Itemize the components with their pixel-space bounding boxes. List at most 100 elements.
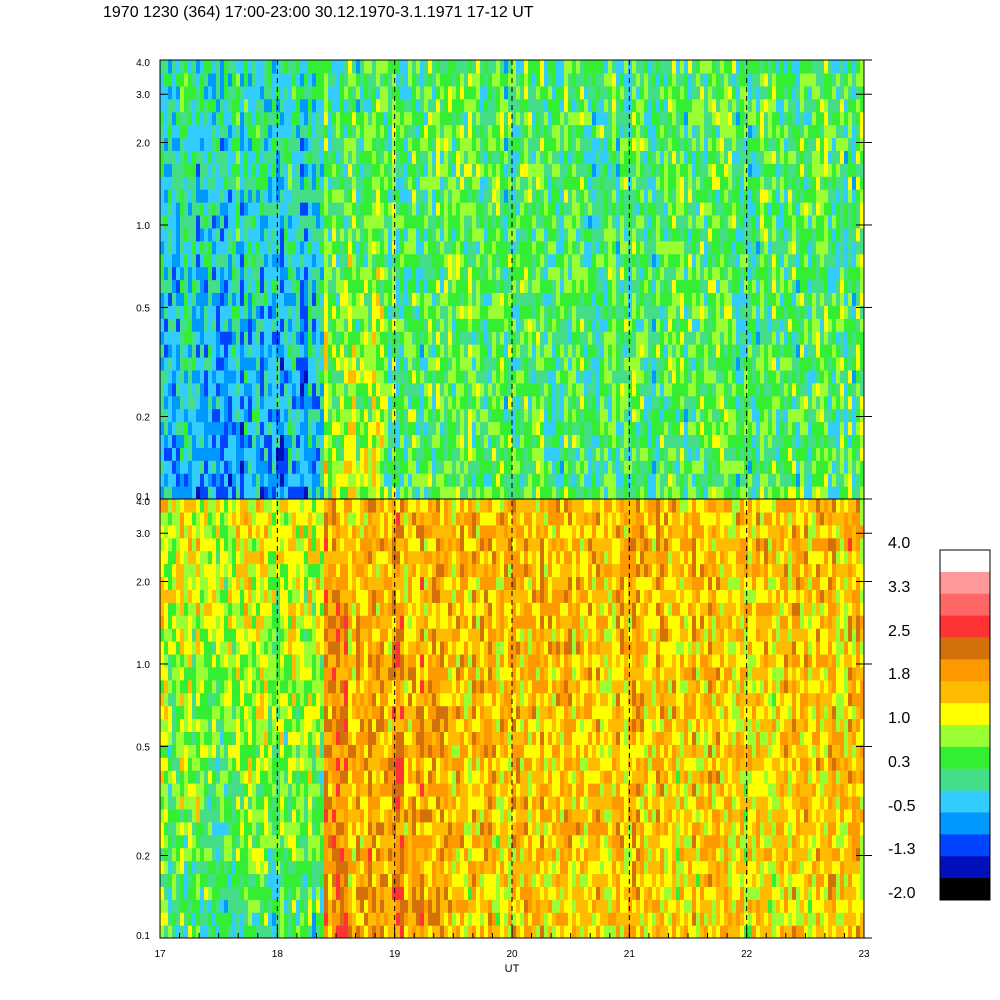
spectrogram-cell — [404, 150, 409, 164]
spectrogram-cell — [664, 344, 669, 358]
spectrogram-cell — [580, 72, 585, 87]
spectrogram-cell — [428, 382, 433, 397]
spectrogram-cell — [708, 72, 713, 87]
spectrogram-cell — [484, 98, 489, 113]
spectrogram-cell — [304, 214, 309, 229]
spectrogram-cell — [480, 460, 485, 474]
spectrogram-cell — [512, 60, 517, 74]
spectrogram-cell — [424, 124, 429, 139]
spectrogram-cell — [184, 421, 189, 436]
spectrogram-cell — [252, 486, 257, 499]
spectrogram-cell — [732, 176, 737, 190]
spectrogram-cell — [264, 382, 269, 397]
spectrogram-cell — [228, 137, 233, 151]
spectrogram-cell — [184, 85, 189, 100]
spectrogram-cell — [456, 421, 461, 436]
spectrogram-cell — [712, 356, 717, 371]
spectrogram-cell — [740, 124, 745, 139]
spectrogram-cell — [464, 111, 469, 126]
spectrogram-cell — [440, 98, 445, 113]
spectrogram-cell — [608, 98, 613, 113]
spectrogram-cell — [536, 214, 541, 229]
spectrogram-cell — [552, 240, 557, 255]
spectrogram-cell — [284, 150, 289, 164]
spectrogram-cell — [352, 124, 357, 139]
spectrogram-cell — [524, 369, 529, 384]
spectrogram-cell — [340, 408, 345, 423]
spectrogram-cell — [560, 473, 565, 487]
spectrogram-cell — [568, 318, 573, 332]
spectrogram-cell — [504, 137, 509, 151]
spectrogram-cell — [220, 356, 225, 371]
spectrogram-cell — [344, 279, 349, 294]
spectrogram-cell — [448, 434, 453, 448]
spectrogram-cell — [448, 72, 453, 87]
spectrogram-cell — [532, 473, 537, 487]
spectrogram-cell — [344, 460, 349, 474]
spectrogram-cell — [468, 111, 473, 126]
spectrogram-cell — [252, 382, 257, 397]
spectrogram-cell — [588, 176, 593, 190]
spectrogram-cell — [272, 163, 277, 177]
spectrogram-cell — [292, 150, 297, 164]
spectrogram-cell — [300, 344, 305, 358]
spectrogram-cell — [416, 189, 421, 203]
spectrogram-cell — [728, 421, 733, 436]
spectrogram-cell — [496, 279, 501, 294]
spectrogram-cell — [556, 292, 561, 306]
spectrogram-cell — [604, 240, 609, 255]
spectrogram-cell — [500, 344, 505, 358]
spectrogram-cell — [244, 266, 249, 281]
spectrogram-cell — [208, 395, 213, 410]
spectrogram-cell — [212, 421, 217, 436]
spectrogram-cell — [652, 240, 657, 255]
spectrogram-cell — [160, 382, 165, 397]
spectrogram-cell — [280, 434, 285, 448]
spectrogram-cell — [332, 434, 337, 448]
spectrogram-cell — [652, 124, 657, 139]
spectrogram-cell — [512, 305, 517, 319]
spectrogram-cell — [560, 202, 565, 216]
spectrogram-cell — [252, 460, 257, 474]
spectrogram-cell — [640, 434, 645, 448]
spectrogram-cell — [324, 318, 329, 332]
spectrogram-cell — [304, 486, 309, 499]
spectrogram-cell — [460, 305, 465, 319]
spectrogram-cell — [724, 460, 729, 474]
spectrogram-cell — [328, 85, 333, 100]
spectrogram-cell — [332, 124, 337, 139]
spectrogram-cell — [340, 137, 345, 151]
spectrogram-cell — [568, 85, 573, 100]
spectrogram-cell — [600, 253, 605, 268]
spectrogram-cell — [404, 434, 409, 448]
spectrogram-cell — [504, 369, 509, 384]
spectrogram-cell — [724, 473, 729, 487]
spectrogram-cell — [548, 305, 553, 319]
spectrogram-cell — [540, 202, 545, 216]
spectrogram-cell — [444, 124, 449, 139]
spectrogram-cell — [712, 279, 717, 294]
spectrogram-cell — [524, 292, 529, 306]
spectrogram-cell — [160, 214, 165, 229]
spectrogram-cell — [196, 279, 201, 294]
spectrogram-cell — [268, 137, 273, 151]
spectrogram-cell — [700, 369, 705, 384]
spectrogram-cell — [276, 137, 281, 151]
spectrogram-cell — [492, 486, 497, 499]
spectrogram-cell — [164, 292, 169, 306]
spectrogram-cell — [728, 408, 733, 423]
spectrogram-cell — [536, 447, 541, 461]
spectrogram-cell — [372, 395, 377, 410]
spectrogram-cell — [620, 382, 625, 397]
spectrogram-cell — [312, 408, 317, 423]
spectrogram-cell — [444, 331, 449, 345]
spectrogram-cell — [648, 176, 653, 190]
spectrogram-cell — [296, 486, 301, 499]
spectrogram-cell — [656, 227, 661, 242]
spectrogram-cell — [256, 214, 261, 229]
spectrogram-cell — [700, 382, 705, 397]
spectrogram-cell — [732, 163, 737, 177]
spectrogram-cell — [600, 266, 605, 281]
spectrogram-cell — [708, 240, 713, 255]
spectrogram-cell — [524, 124, 529, 139]
